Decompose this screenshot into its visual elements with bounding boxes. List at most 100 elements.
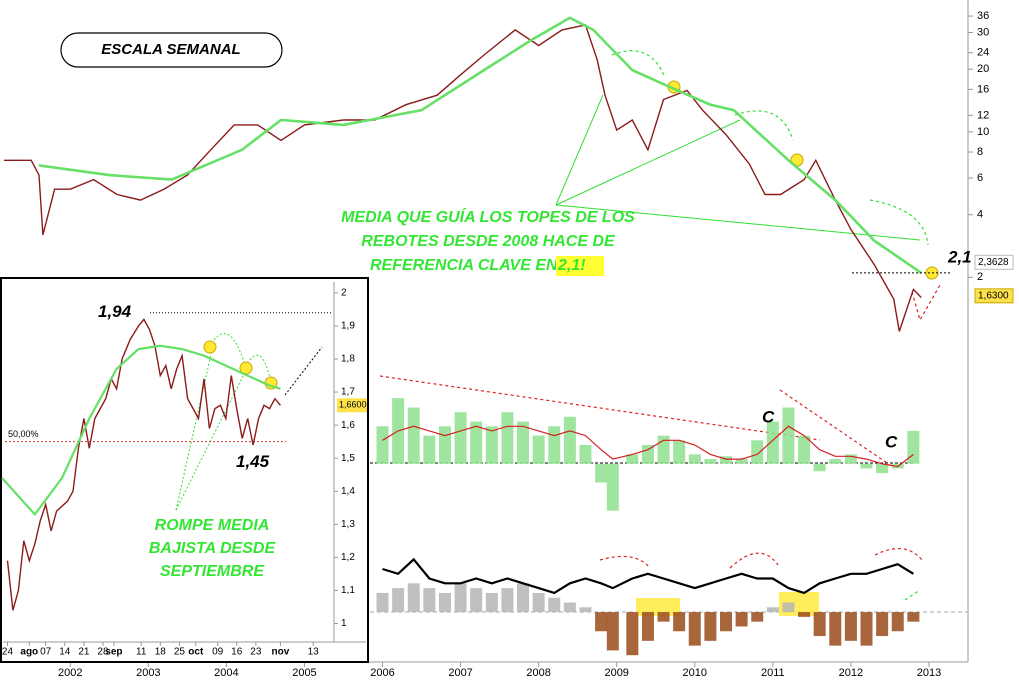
x-tick-label: 2012: [839, 667, 863, 679]
x-tick-label: 09: [212, 647, 224, 658]
histogram-bar: [813, 463, 826, 472]
histogram-bar: [470, 588, 483, 613]
y-tick-label: 12: [977, 109, 989, 121]
y-tick-label: 1,1: [341, 585, 355, 596]
histogram-bar: [766, 607, 779, 613]
last-value-box: [974, 254, 1014, 270]
histogram-bar: [688, 454, 701, 464]
x-tick-label: 2003: [136, 667, 160, 679]
histogram-bar: [688, 612, 701, 646]
histogram-bar: [720, 612, 732, 632]
x-tick-label: 2007: [448, 667, 472, 679]
indicator-line: [382, 557, 914, 595]
histogram-bar: [860, 612, 873, 646]
y-tick-label: 2: [977, 271, 983, 283]
histogram-bar: [876, 463, 889, 474]
histogram-bar: [517, 421, 530, 464]
x-tick-label: 2006: [370, 667, 394, 679]
histogram-bar: [766, 421, 779, 464]
histogram-bar: [673, 440, 686, 464]
y-tick-label: 10: [977, 126, 989, 138]
note-highlight-bg: [556, 256, 605, 276]
x-tick-label: 2011: [761, 667, 785, 679]
y-tick-label: 20: [977, 63, 989, 75]
histogram-bar: [376, 592, 389, 613]
histogram-bar: [563, 602, 576, 613]
histogram-bar: [720, 456, 732, 464]
note: SEPTIEMBRE: [160, 563, 265, 580]
histogram-bar: [438, 426, 451, 464]
y-tick-label: 1: [341, 618, 347, 629]
x-tick-label: 18: [155, 647, 167, 658]
title-box: [60, 32, 283, 68]
indicator-line: [382, 425, 914, 468]
histogram-bar: [829, 459, 842, 464]
price-line: [1, 344, 281, 517]
histogram-bar: [735, 459, 748, 464]
histogram-bar: [641, 445, 654, 464]
histogram-bar: [532, 592, 545, 613]
histogram-bar: [606, 463, 619, 511]
x-tick-label: 21: [78, 647, 90, 658]
last-value-label: 2,3628: [978, 257, 1009, 268]
histogram-bar: [517, 583, 530, 613]
histogram-bar: [548, 426, 561, 464]
histogram-bar: [782, 407, 795, 464]
histogram-bar: [626, 454, 639, 464]
x-tick-label: 13: [308, 647, 320, 658]
last-value-box: [974, 288, 1014, 304]
price-line: [38, 16, 922, 274]
inset-chart: 1 1,1 1,2 1,3 1,4 1,5 1,6 1,7 1,8 1,9 2 24 ago 07 14 21…: [0, 277, 369, 663]
y-tick-label: 1,7: [341, 387, 355, 398]
histogram-bar: [485, 426, 498, 464]
histogram-bar: [501, 588, 514, 613]
histogram-bar: [704, 459, 717, 464]
y-tick-label: 8: [977, 146, 983, 158]
x-tick-label: 2008: [526, 667, 550, 679]
histogram-bar: [595, 612, 608, 632]
histogram-bar: [704, 612, 717, 641]
y-tick-label: 24: [977, 47, 989, 59]
histogram-bar: [563, 416, 576, 464]
histogram-bar: [454, 583, 467, 613]
last-value-label: 1,6600: [339, 400, 367, 410]
histogram-bar: [829, 612, 842, 646]
histogram-bar: [860, 463, 873, 469]
histogram-bar: [751, 612, 764, 622]
x-tick-label: 2004: [214, 667, 238, 679]
x-tick-label: 14: [59, 647, 71, 658]
last-value-label: 1,6300: [978, 290, 1009, 301]
histogram-bar: [454, 412, 467, 464]
y-tick-label: 2: [341, 288, 347, 299]
histogram-bar: [751, 440, 764, 464]
histogram-bar: [606, 612, 619, 651]
high-label: 1,94: [98, 302, 132, 321]
annotation: C: [885, 432, 898, 451]
note: BAJISTA DESDE: [149, 540, 277, 557]
y-tick-label: 1,6: [341, 420, 355, 431]
x-tick-label: nov: [272, 647, 290, 658]
y-tick-label: 1,3: [341, 519, 355, 530]
histogram-bar: [423, 435, 436, 464]
histogram-bar: [798, 612, 811, 617]
y-tick-label: 1,9: [341, 321, 355, 332]
histogram-bar: [407, 407, 420, 464]
y-tick-label: 1,5: [341, 453, 355, 464]
y-tick-label: 1,2: [341, 552, 355, 563]
last-value-box: [337, 398, 367, 413]
arrows: [611, 50, 929, 601]
histogram-bar: [657, 612, 670, 622]
x-tick-label: 16: [231, 647, 243, 658]
x-tick-label: 28: [97, 647, 109, 658]
histogram-bar: [579, 607, 592, 613]
histogram-bar: [438, 592, 451, 613]
note: REFERENCIA CLAVE EN: [370, 257, 558, 274]
histogram-bar: [626, 612, 639, 656]
x-tick-label: 2002: [58, 667, 82, 679]
x-tick-label: ago: [20, 647, 38, 658]
histogram-bar: [548, 597, 561, 613]
x-tick-label: 07: [40, 647, 52, 658]
note: MEDIA QUE GUÍA LOS TOPES DE LOS: [341, 207, 635, 226]
